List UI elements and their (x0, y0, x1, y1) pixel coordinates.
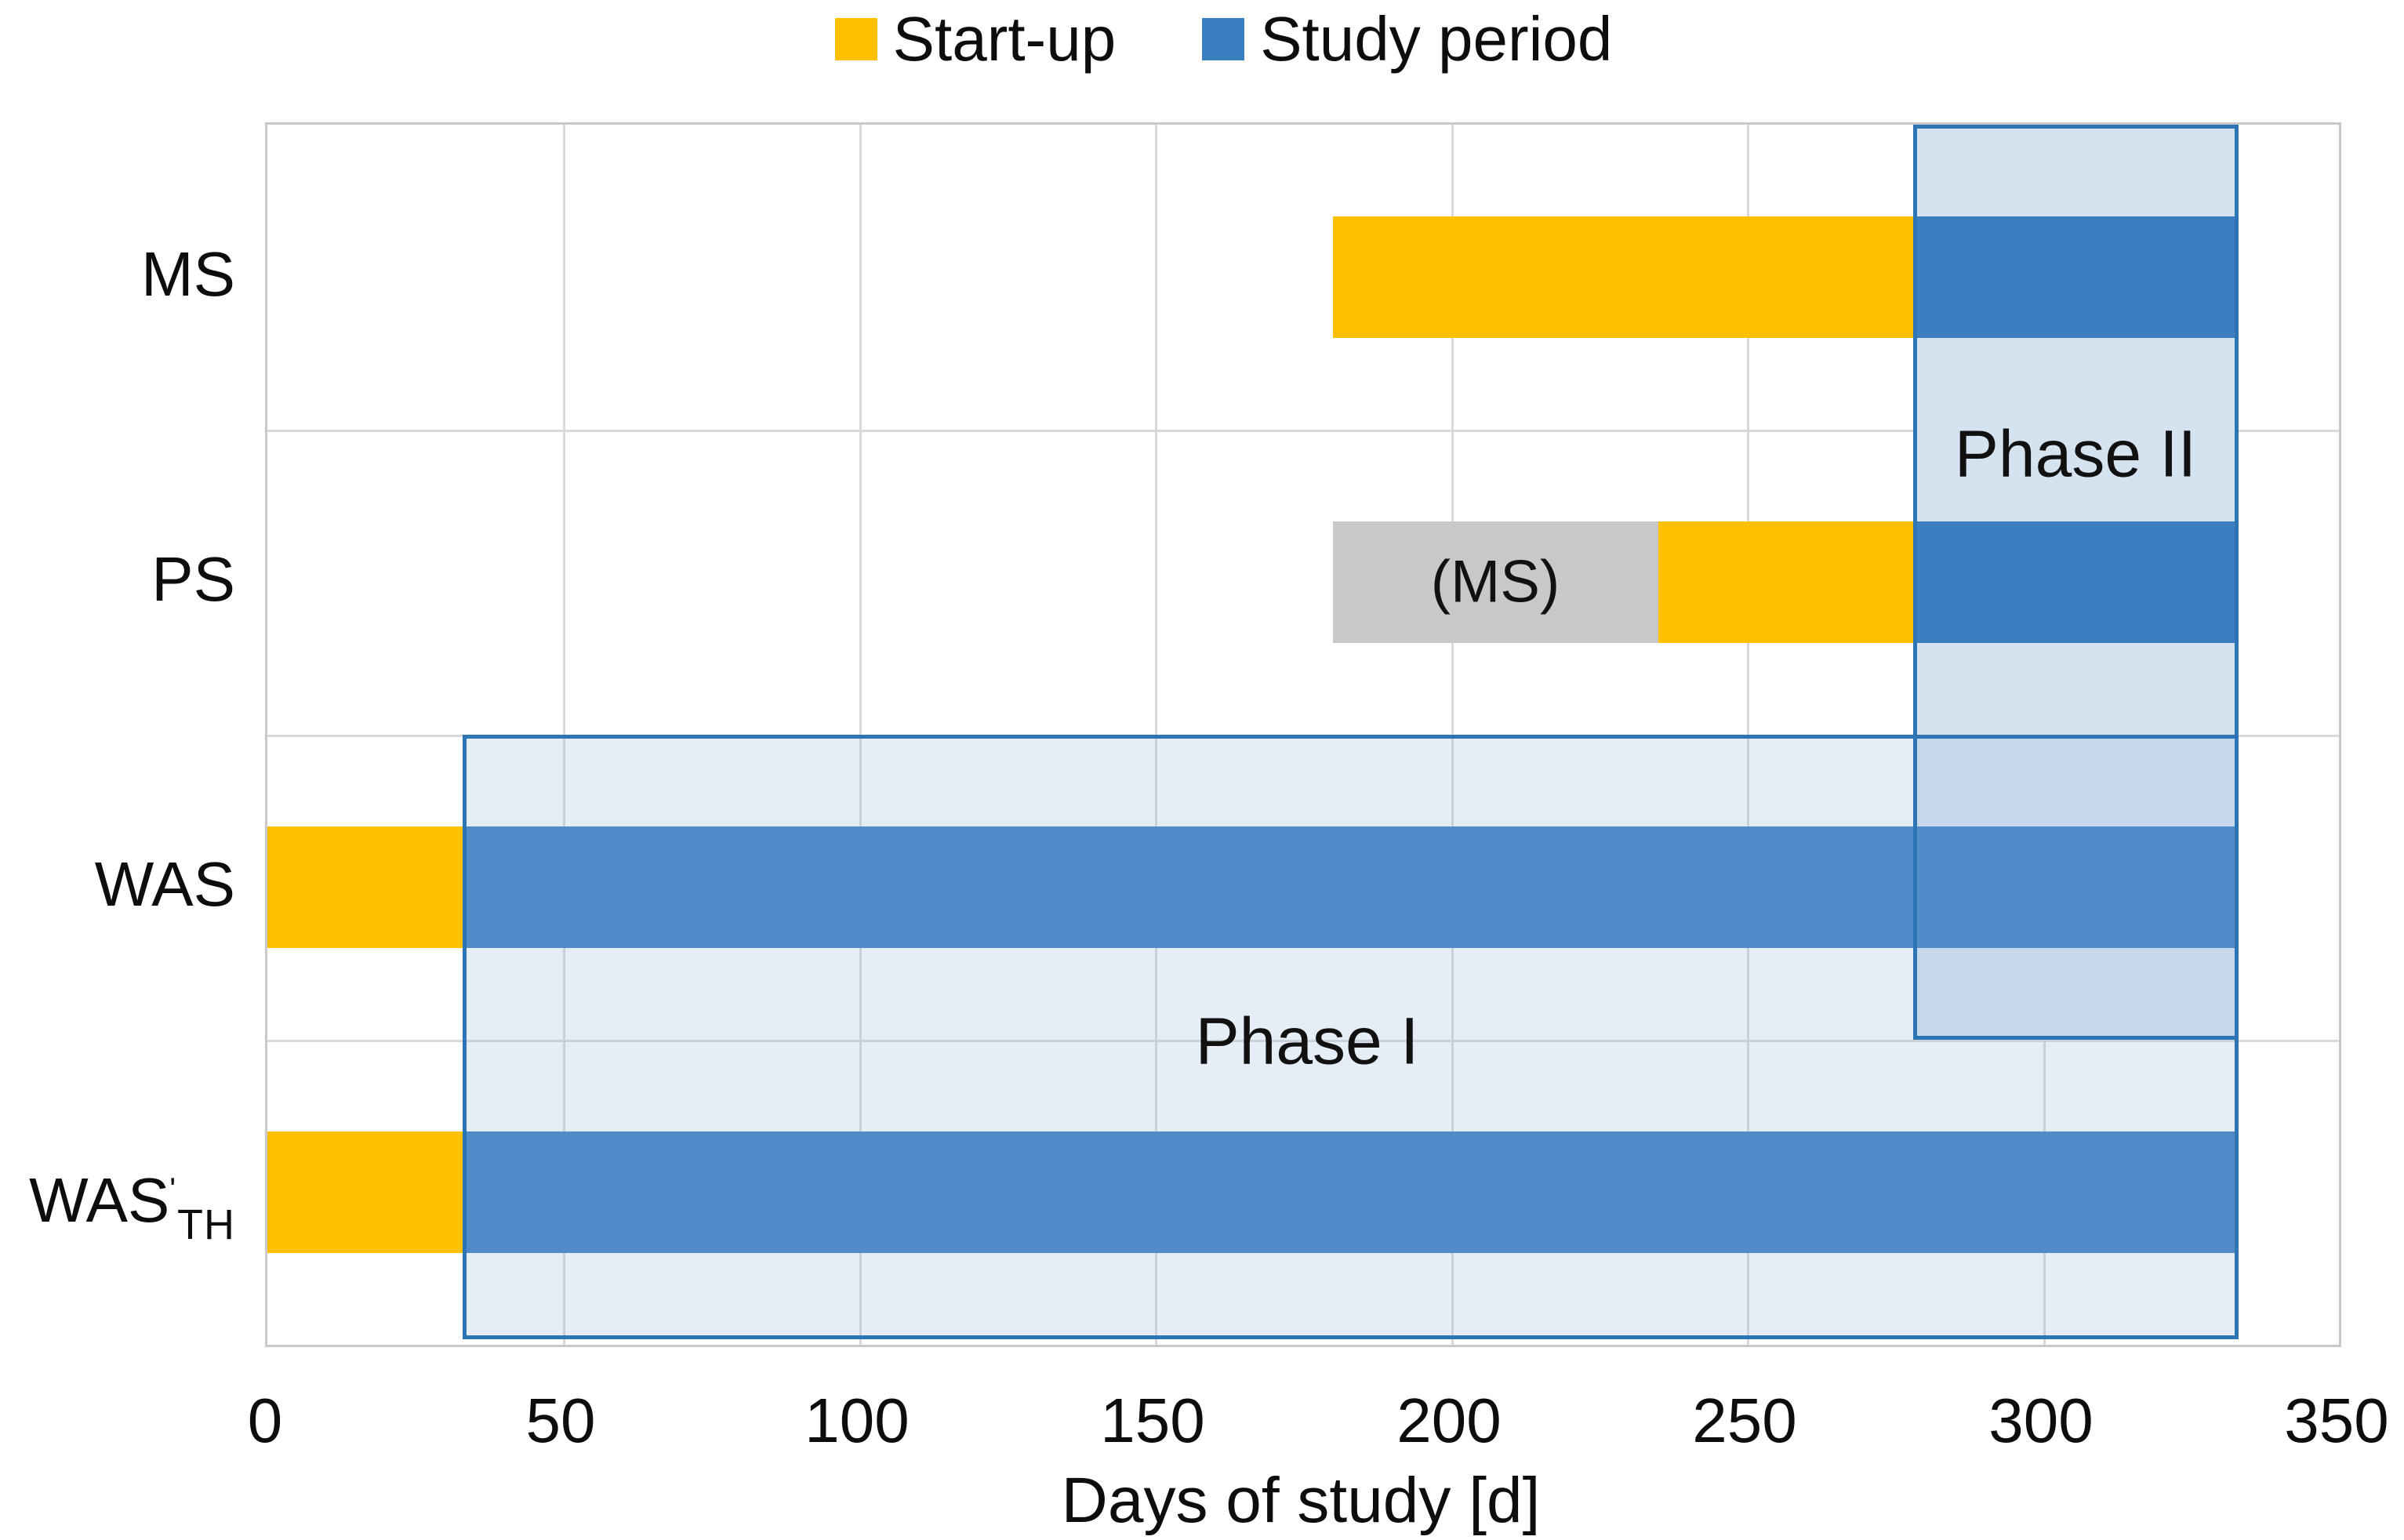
xtick-50: 50 (525, 1386, 596, 1455)
startup-swatch-icon (834, 18, 877, 60)
x-axis-title: Days of study [d] (1061, 1465, 1541, 1536)
ytick-was: WAS (94, 849, 235, 919)
legend: Start-up Study period (43, 0, 2404, 78)
xtick-300: 300 (1988, 1386, 2094, 1455)
study-period-swatch-icon (1202, 18, 1245, 60)
gridline-row1 (267, 430, 2339, 432)
phase2-label: Phase II (1954, 416, 2197, 491)
bar-ms-study-period (1913, 216, 2239, 338)
bar-ps-study-period (1913, 521, 2239, 643)
xtick-350: 350 (2284, 1386, 2389, 1455)
ps-bar-ms-note: (MS) (1430, 548, 1560, 616)
xtick-150: 150 (1100, 1386, 1205, 1455)
bar-ms-startup (1333, 216, 1913, 338)
ytick-ms: MS (141, 239, 235, 309)
xtick-250: 250 (1692, 1386, 1797, 1455)
bar-ps-startup (1658, 521, 1913, 643)
bar-was-th-study-period (463, 1131, 2239, 1253)
legend-label-startup: Start-up (892, 4, 1117, 74)
plot-area: (MS) Phase II Phase I (265, 122, 2341, 1347)
prime-mark: ' (169, 1172, 178, 1207)
ytick-was-th: WAS'TH (29, 1165, 235, 1248)
legend-item-study-period: Study period (1202, 0, 1612, 78)
xtick-200: 200 (1396, 1386, 1502, 1455)
xtick-100: 100 (804, 1386, 910, 1455)
bar-ps-ms-phase (1333, 521, 1658, 643)
xtick-0: 0 (247, 1386, 283, 1455)
phase1-label: Phase I (1195, 1004, 1419, 1078)
bar-was-startup (267, 826, 463, 948)
legend-item-startup: Start-up (834, 0, 1117, 78)
bar-was-study-period (463, 826, 2239, 948)
ytick-ps: PS (151, 544, 235, 614)
legend-label-study-period: Study period (1260, 4, 1613, 74)
gridline-row3 (267, 1040, 2339, 1042)
th-subscript: TH (177, 1201, 235, 1248)
phase2-region-border (1913, 125, 2239, 1040)
bar-was-th-startup (267, 1131, 463, 1253)
